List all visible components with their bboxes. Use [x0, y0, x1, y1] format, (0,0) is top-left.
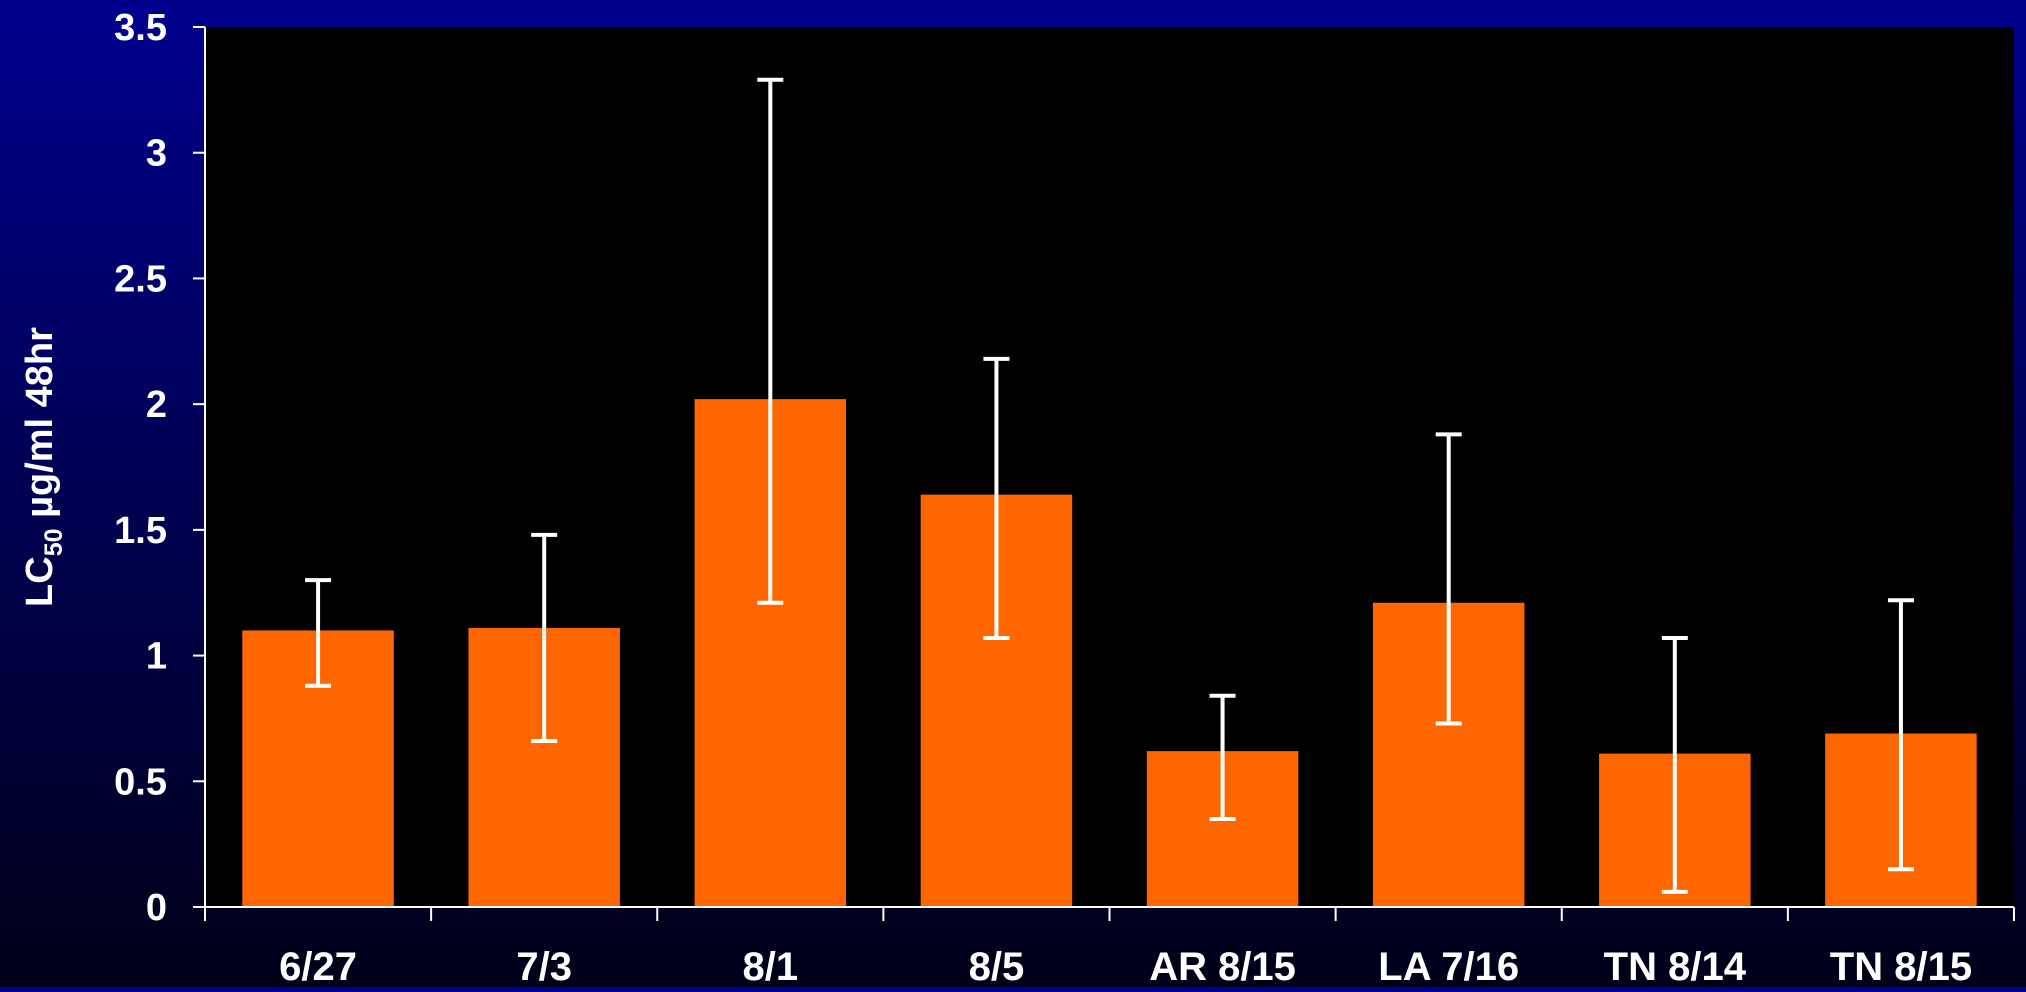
x-tick-label-6: TN 8/14: [1604, 945, 1747, 987]
y-tick-label-1: 0.5: [114, 761, 167, 803]
y-tick-label-5: 2.5: [114, 258, 167, 300]
y-axis-label-rest: µg/ml 48hr: [19, 327, 61, 529]
y-tick-label-7: 3.5: [114, 7, 167, 49]
x-tick-label-2: 8/1: [743, 945, 799, 987]
y-axis-label-main: LC: [19, 556, 61, 607]
y-tick-label-2: 1: [146, 636, 167, 678]
x-tick-label-7: TN 8/15: [1830, 945, 1972, 987]
x-tick-label-0: 6/27: [279, 945, 357, 987]
y-axis-label-subscript: 50: [40, 528, 68, 556]
x-tick-label-1: 7/3: [516, 945, 572, 987]
x-tick-label-5: LA 7/16: [1378, 945, 1519, 987]
x-tick-label-4: AR 8/15: [1149, 945, 1296, 987]
y-tick-label-3: 1.5: [114, 510, 167, 552]
y-tick-label-0: 0: [146, 887, 167, 929]
x-tick-label-3: 8/5: [969, 945, 1025, 987]
y-axis-label: LC50 µg/ml 48hr: [19, 327, 68, 607]
error-bars-layer: [305, 77, 1914, 894]
y-tick-label-4: 2: [146, 384, 167, 426]
y-tick-label-6: 3: [146, 133, 167, 175]
axes-layer: 6/27 7/3 8/1 8/5 AR 8/15 LA 7/16 TN 8/14 TN 8/1…: [114, 7, 2015, 989]
